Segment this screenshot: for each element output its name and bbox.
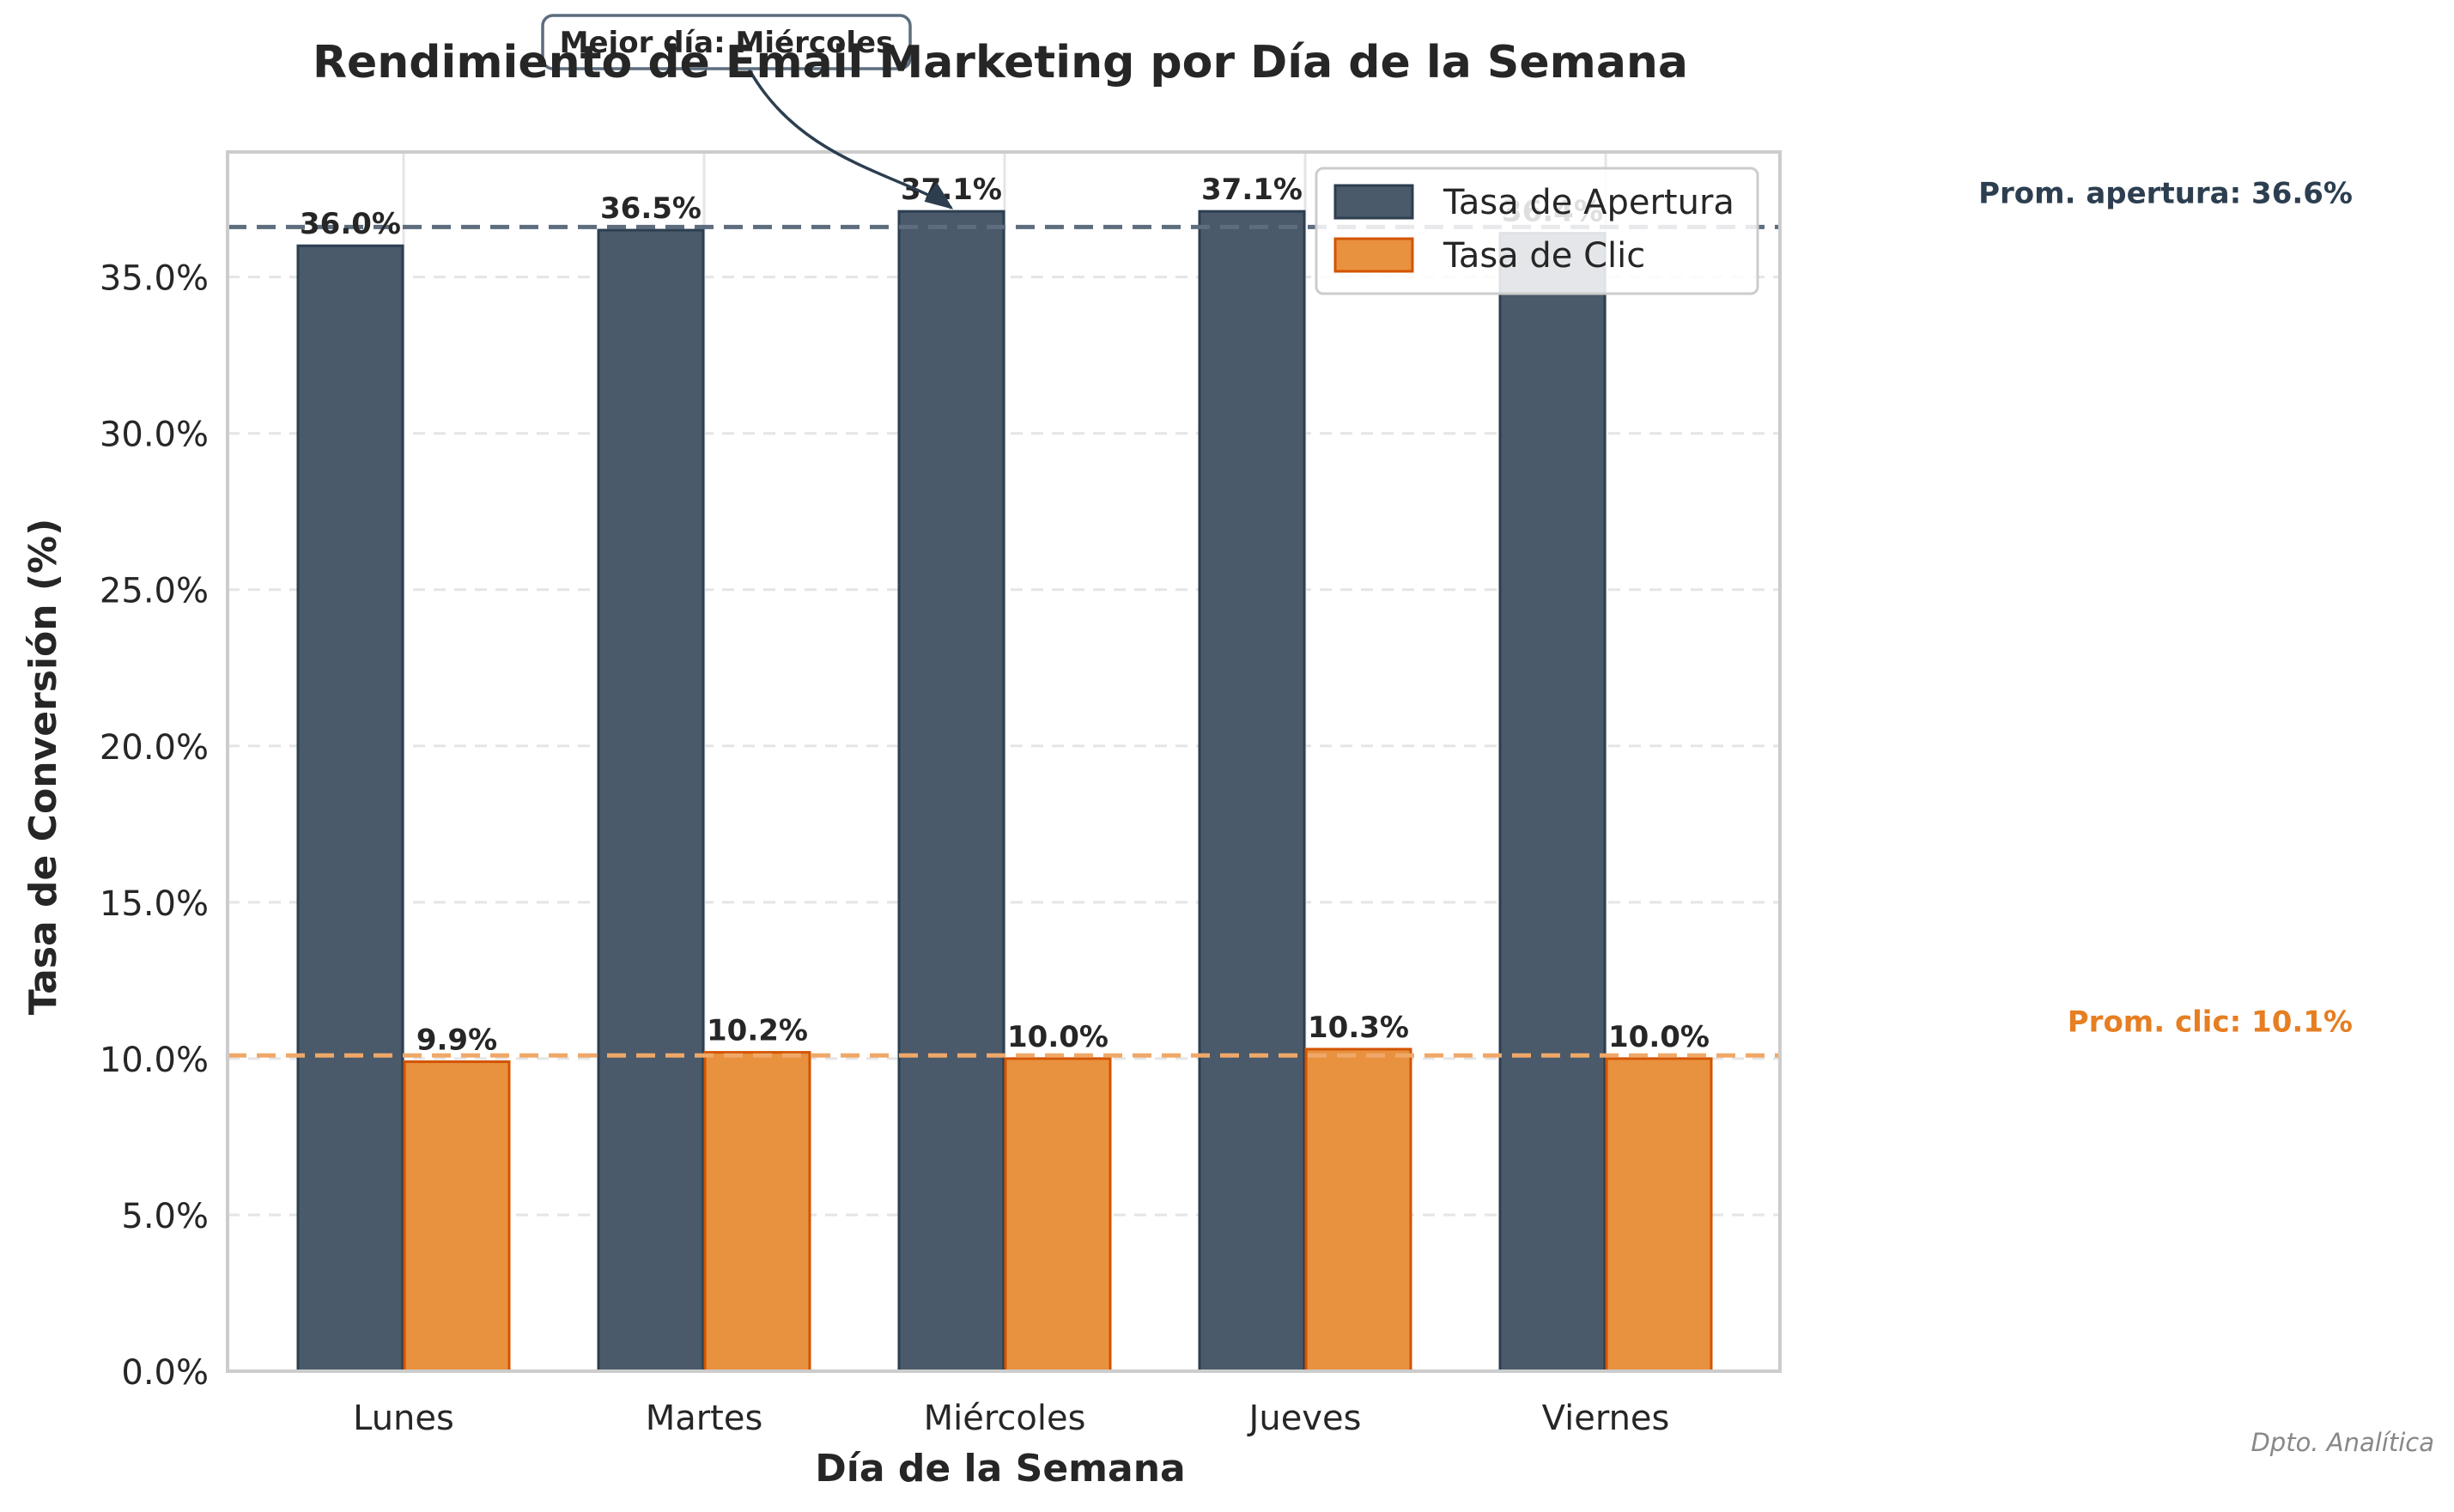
annotation-text: Mejor día: Miércoles	[560, 26, 894, 60]
plot-frame	[226, 150, 1782, 1373]
bar-apertura-jueves	[1198, 209, 1306, 1373]
y-tick-label: 10.0%	[100, 1041, 209, 1080]
footer-note: Dpto. Analítica	[2251, 1428, 2434, 1457]
x-tick-label: Lunes	[353, 1399, 454, 1438]
legend-swatch	[1333, 237, 1414, 273]
legend-box	[1315, 167, 1759, 295]
legend-label: Tasa de Clic	[1443, 236, 1645, 276]
bar-apertura-martes	[597, 228, 705, 1373]
x-axis-ticks: Lunes Martes Miércoles Jueves Viernes	[353, 1399, 1669, 1438]
y-tick-label: 30.0%	[100, 416, 209, 455]
bar-apertura-lunes	[296, 244, 404, 1373]
bar-apertura-viernes	[1498, 232, 1607, 1373]
avg-line-label: Prom. apertura: 36.6%	[1978, 176, 2353, 210]
x-tick-label: Viernes	[1542, 1399, 1670, 1438]
annotation-box	[541, 14, 912, 70]
y-tick-label: 25.0%	[100, 572, 209, 611]
bar-value-label: 10.2%	[707, 1014, 808, 1048]
chart-title: Rendimiento de Email Marketing por Día d…	[313, 37, 1688, 88]
x-tick-label: Jueves	[1247, 1399, 1362, 1438]
bar-clic-martes	[703, 1051, 811, 1373]
y-tick-label: 0.0%	[121, 1353, 209, 1393]
bar-clic-lunes	[403, 1060, 511, 1373]
bar-value-label: 36.5%	[600, 191, 702, 226]
bar-apertura-miércoles	[897, 209, 1005, 1373]
x-axis-label: Día de la Semana	[815, 1447, 1185, 1491]
bar-value-label: 9.9%	[416, 1023, 497, 1058]
legend-swatch	[1333, 184, 1414, 220]
bar-clic-jueves	[1304, 1047, 1412, 1373]
legend: Tasa de Apertura Tasa de Clic	[1315, 167, 1759, 295]
bar-value-label: 37.1%	[1201, 173, 1303, 207]
avg-line-label: Prom. clic: 10.1%	[2068, 1005, 2353, 1039]
bar-clic-viernes	[1605, 1057, 1713, 1373]
y-axis-label: Tasa de Conversión (%)	[21, 519, 65, 1015]
y-tick-label: 20.0%	[100, 728, 209, 768]
bar-value-label: 10.3%	[1308, 1011, 1409, 1045]
x-tick-label: Martes	[646, 1399, 763, 1438]
y-tick-label: 5.0%	[121, 1197, 209, 1236]
best-day-annotation: Mejor día: Miércoles	[541, 14, 954, 209]
y-tick-label: 35.0%	[100, 259, 209, 299]
bar-value-label: 10.0%	[1007, 1020, 1109, 1054]
y-axis-ticks: 0.0% 5.0% 10.0% 15.0% 20.0% 25.0% 30.0% 35.0%	[100, 259, 209, 1393]
y-tick-label: 15.0%	[100, 884, 209, 924]
bar-clic-miércoles	[1004, 1057, 1112, 1373]
legend-label: Tasa de Apertura	[1443, 183, 1734, 222]
annotation-arrowhead	[924, 182, 954, 209]
bar-value-label: 10.0%	[1608, 1020, 1710, 1054]
bar-value-label: 36.0%	[300, 207, 401, 241]
bars	[296, 209, 1713, 1373]
x-tick-label: Miércoles	[924, 1399, 1086, 1438]
